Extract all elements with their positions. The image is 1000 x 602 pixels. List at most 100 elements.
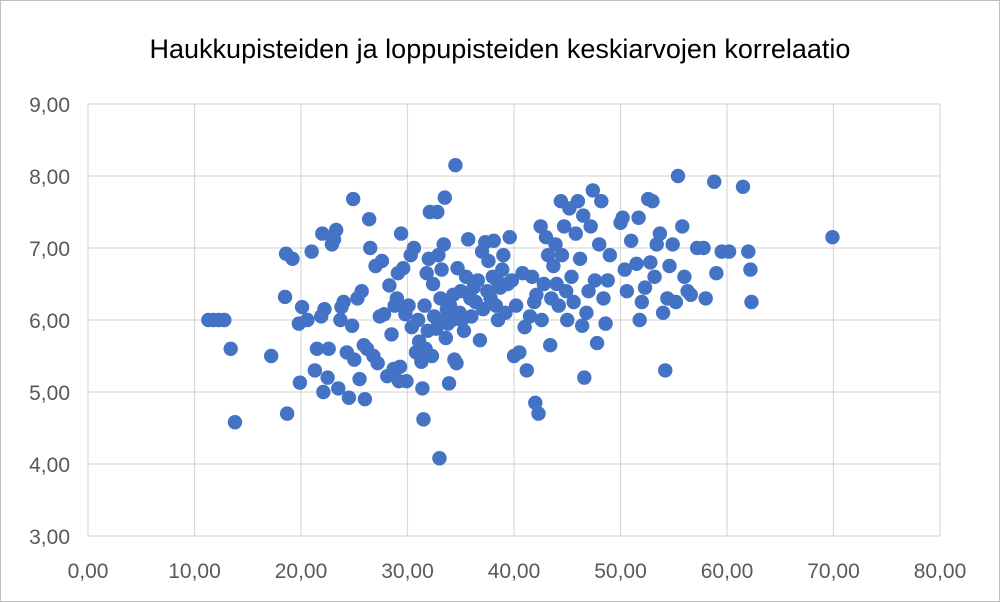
data-point xyxy=(333,312,348,328)
data-point xyxy=(285,251,300,266)
data-point xyxy=(617,262,632,277)
data-point xyxy=(470,273,485,288)
data-point xyxy=(419,266,434,281)
data-point xyxy=(534,312,549,328)
data-point xyxy=(376,307,392,322)
data-point xyxy=(438,330,454,346)
y-tick-label: 4,00 xyxy=(29,454,70,477)
data-point xyxy=(655,305,671,320)
data-point xyxy=(548,237,563,252)
data-point xyxy=(536,276,552,292)
data-point xyxy=(598,316,613,331)
data-point xyxy=(629,256,644,272)
data-point xyxy=(668,294,684,310)
data-point xyxy=(637,280,653,295)
data-point xyxy=(345,191,361,207)
data-point xyxy=(328,222,344,238)
data-point xyxy=(570,194,586,209)
data-point xyxy=(662,258,677,274)
data-point xyxy=(449,356,464,371)
data-point xyxy=(508,298,524,313)
data-point xyxy=(589,335,605,351)
data-point xyxy=(596,291,611,306)
data-point xyxy=(556,219,572,234)
x-tick-label: 70,00 xyxy=(807,560,860,583)
data-point xyxy=(363,240,378,256)
y-tick-label: 6,00 xyxy=(29,310,70,333)
data-point xyxy=(615,210,630,225)
data-point xyxy=(645,194,660,209)
data-point xyxy=(307,363,323,378)
data-point xyxy=(317,302,332,317)
data-point xyxy=(227,415,243,430)
data-point xyxy=(374,253,390,269)
y-tick-label: 9,00 xyxy=(29,94,70,117)
data-point xyxy=(425,276,441,292)
data-point xyxy=(399,374,414,389)
data-point xyxy=(585,183,601,198)
data-point xyxy=(551,298,566,313)
grid-lines xyxy=(87,103,941,537)
data-point xyxy=(558,284,574,299)
data-point xyxy=(352,371,367,387)
data-point xyxy=(560,312,575,328)
data-point xyxy=(414,354,429,369)
data-point xyxy=(498,305,513,320)
y-tick-label: 8,00 xyxy=(29,166,70,189)
data-point xyxy=(396,260,411,276)
x-tick-label: 20,00 xyxy=(275,560,328,583)
data-point xyxy=(441,376,457,391)
data-point xyxy=(472,332,488,348)
data-point xyxy=(568,226,583,241)
data-point xyxy=(320,370,335,385)
data-point xyxy=(300,312,315,328)
y-tick-label: 7,00 xyxy=(29,238,70,261)
data-point xyxy=(519,363,534,378)
data-point xyxy=(540,248,556,263)
data-point xyxy=(631,210,646,225)
data-point xyxy=(632,312,647,328)
data-point xyxy=(464,309,479,324)
data-point xyxy=(741,244,756,259)
data-point xyxy=(389,291,405,306)
data-point xyxy=(436,237,451,252)
data-point xyxy=(410,312,426,328)
data-point xyxy=(647,269,662,284)
data-point xyxy=(512,345,527,360)
data-point xyxy=(531,406,546,421)
data-point xyxy=(602,248,618,263)
data-point xyxy=(416,412,431,427)
x-tick-label: 50,00 xyxy=(594,560,647,583)
data-point xyxy=(665,237,680,252)
data-point xyxy=(277,289,293,305)
x-tick-label: 60,00 xyxy=(701,560,754,583)
data-point xyxy=(594,194,609,209)
data-point xyxy=(292,375,308,390)
data-point xyxy=(619,284,635,299)
x-tick-label: 10,00 xyxy=(168,560,221,583)
data-point xyxy=(735,179,751,194)
chart-title: Haukkupisteiden ja loppupisteiden keskia… xyxy=(149,34,851,64)
data-point xyxy=(309,341,325,356)
data-point xyxy=(357,392,373,407)
data-point xyxy=(592,237,607,252)
data-point xyxy=(458,269,474,284)
data-point xyxy=(456,323,472,338)
data-point xyxy=(341,390,357,405)
data-point xyxy=(528,395,543,410)
y-tick-label: 3,00 xyxy=(29,526,70,549)
data-point xyxy=(316,384,331,400)
data-point xyxy=(434,262,449,277)
data-point xyxy=(587,273,603,288)
data-point xyxy=(623,233,639,248)
data-point xyxy=(574,318,590,333)
data-point xyxy=(432,451,447,466)
data-point xyxy=(543,338,558,353)
data-point xyxy=(279,406,295,421)
data-point xyxy=(529,287,544,302)
data-point xyxy=(217,312,232,328)
data-point xyxy=(643,255,658,270)
data-point xyxy=(533,219,548,234)
data-point xyxy=(321,341,336,356)
data-point xyxy=(698,291,713,306)
